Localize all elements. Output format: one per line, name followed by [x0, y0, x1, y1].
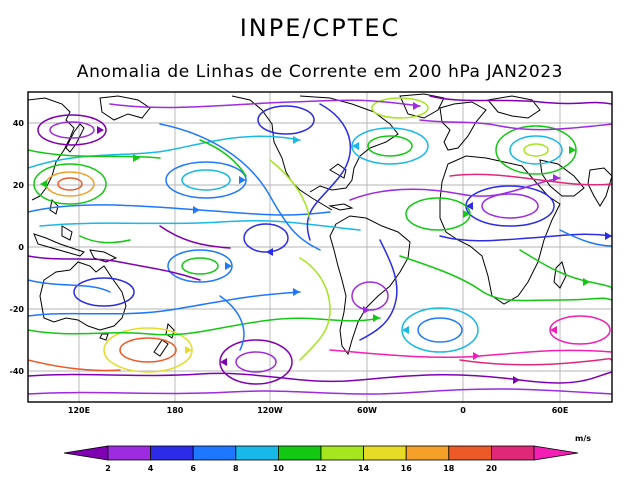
colorbar-segment [107, 445, 151, 461]
colorbar-label: 16 [401, 464, 413, 473]
lat-tick-label: 0 [18, 243, 24, 252]
lon-tick-label: 60E [552, 406, 569, 415]
lat-tick-label: 40 [13, 119, 25, 128]
map-grid [28, 92, 612, 402]
colorbar-label: 2 [105, 464, 111, 473]
streamlines [28, 95, 612, 395]
organization-title: INPE/CPTEC [239, 14, 401, 42]
colorbar-segment [150, 445, 194, 461]
colorbar-segment [192, 445, 237, 461]
lat-tick-label: 20 [13, 181, 25, 190]
latitude-axis: 40 20 0 -20 -40 [10, 119, 25, 376]
colorbar-segment [63, 445, 109, 461]
colorbar: 2 4 6 8 10 12 14 16 18 20 [63, 445, 579, 473]
colorbar-label: 4 [148, 464, 154, 473]
colorbar-unit: m/s [575, 434, 591, 443]
colorbar-segment [533, 445, 579, 461]
colorbar-label: 18 [443, 464, 455, 473]
longitude-axis: 120E 180 120W 60W 0 60E [68, 406, 568, 415]
lat-tick-label: -40 [10, 367, 25, 376]
lon-tick-label: 120W [257, 406, 283, 415]
map-frame [27, 91, 613, 403]
colorbar-segment [277, 445, 322, 461]
colorbar-label: 12 [315, 464, 326, 473]
colorbar-segment [490, 445, 535, 461]
colorbar-segment [405, 445, 450, 461]
colorbar-segment [363, 445, 407, 461]
colorbar-segment [320, 445, 364, 461]
lon-tick-label: 60W [357, 406, 377, 415]
lon-tick-label: 0 [460, 406, 466, 415]
streamline-arrows [40, 102, 612, 384]
colorbar-label: 20 [486, 464, 498, 473]
colorbar-label: 6 [190, 464, 196, 473]
coastlines [28, 93, 612, 357]
colorbar-label: 8 [233, 464, 239, 473]
colorbar-segment [448, 445, 492, 461]
lon-tick-label: 120E [68, 406, 90, 415]
map-title: Anomalia de Linhas de Corrente em 200 hP… [76, 62, 564, 82]
lat-tick-label: -20 [10, 305, 25, 314]
lon-tick-label: 180 [167, 406, 184, 415]
colorbar-label: 10 [273, 464, 285, 473]
colorbar-label: 14 [358, 464, 370, 473]
colorbar-segment [235, 445, 279, 461]
